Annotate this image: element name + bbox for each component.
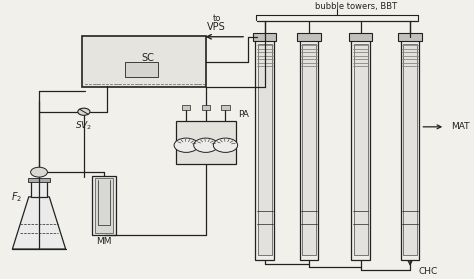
Text: $F_2$: $F_2$ — [11, 190, 23, 204]
Text: VPS: VPS — [207, 21, 226, 32]
Bar — [201, 105, 210, 110]
Bar — [258, 44, 272, 255]
Bar — [354, 44, 367, 255]
Circle shape — [78, 108, 90, 115]
Bar — [300, 39, 319, 260]
Bar — [253, 33, 276, 41]
Text: MM: MM — [96, 237, 112, 246]
Bar — [31, 180, 47, 197]
Bar — [298, 33, 321, 41]
Bar — [255, 39, 274, 260]
Bar — [182, 105, 191, 110]
Text: $SV_2$: $SV_2$ — [75, 119, 92, 132]
Bar — [401, 39, 419, 260]
Circle shape — [213, 138, 237, 152]
Circle shape — [31, 167, 47, 177]
Bar — [95, 179, 113, 233]
Bar — [302, 44, 316, 255]
Circle shape — [174, 138, 199, 152]
Bar — [92, 176, 116, 235]
Bar — [82, 36, 206, 87]
Bar — [403, 44, 417, 255]
Text: SC: SC — [141, 53, 155, 63]
Text: bubble towers, BBT: bubble towers, BBT — [315, 3, 397, 11]
Bar — [176, 121, 236, 164]
Bar — [351, 39, 370, 260]
Bar — [349, 33, 372, 41]
Bar — [125, 62, 158, 77]
Bar — [28, 178, 50, 182]
Bar — [399, 33, 422, 41]
Text: to: to — [212, 14, 221, 23]
Circle shape — [194, 138, 218, 152]
Text: MAT: MAT — [451, 122, 470, 131]
Text: PA: PA — [238, 110, 249, 119]
Bar — [221, 105, 230, 110]
Text: CHC: CHC — [419, 267, 438, 276]
Polygon shape — [12, 197, 66, 249]
